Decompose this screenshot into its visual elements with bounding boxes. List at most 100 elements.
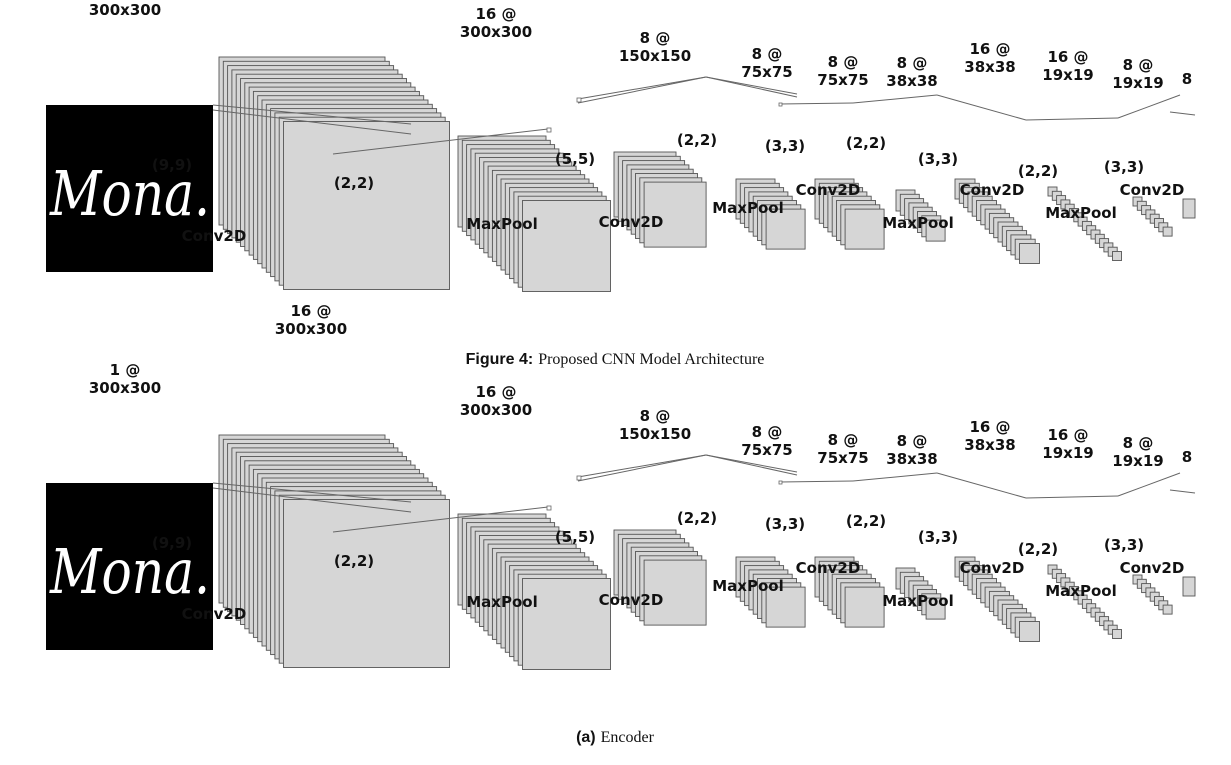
- feature-map: [643, 181, 707, 248]
- kernel-label: (2,2): [1018, 540, 1058, 558]
- layer-channels-label: 8 @: [828, 431, 859, 449]
- feature-map: [1112, 629, 1122, 639]
- layer-channels-label: 16 @: [475, 5, 516, 23]
- layer-channels-label: 16 @: [1047, 48, 1088, 66]
- feature-map-stack: [457, 135, 611, 292]
- layer-size-label: 300x300: [460, 23, 532, 41]
- feature-map: [1162, 604, 1173, 615]
- kernel-connection-line: [332, 128, 549, 155]
- kernel-label: (3,3): [765, 515, 805, 533]
- kernel-label: (5,5): [555, 528, 595, 546]
- feature-map-stack: [218, 434, 450, 668]
- layer-size-label: 38x38: [964, 58, 1015, 76]
- feature-map: [283, 499, 450, 668]
- operation-label: Conv2D: [796, 559, 861, 577]
- kernel-label: (2,2): [1018, 162, 1058, 180]
- feature-map-stack: [735, 556, 806, 628]
- operation-label: MaxPool: [466, 215, 537, 233]
- kernel-connection-line: [577, 454, 707, 482]
- kernel-patch: [546, 127, 552, 133]
- layer-channels-label: 16 @: [290, 302, 331, 320]
- feature-map-stack: [218, 56, 450, 290]
- layer-channels-label: 8 @: [828, 53, 859, 71]
- layer-channels-label: 16 @: [969, 418, 1010, 436]
- caption-label: (a): [576, 729, 596, 746]
- layer-size-label: 150x150: [619, 47, 691, 65]
- feature-map: [643, 559, 707, 626]
- feature-map: [1182, 198, 1196, 219]
- input-image: Mona.: [46, 483, 213, 650]
- layer-channels-label: 1 @: [110, 0, 141, 1]
- layer-size-label: 75x75: [741, 441, 792, 459]
- layer-size-label: 19x19: [1112, 452, 1163, 470]
- feature-map: [522, 200, 611, 292]
- kernel-connection-line: [1025, 495, 1119, 499]
- kernel-connection-line: [705, 454, 798, 476]
- feature-map: [925, 597, 946, 620]
- feature-map-stack: [814, 556, 885, 628]
- input-image: Mona.: [46, 105, 213, 272]
- operation-label: MaxPool: [712, 199, 783, 217]
- feature-map: [283, 121, 450, 290]
- layer-size-label: 75x75: [817, 71, 868, 89]
- kernel-patch: [546, 505, 552, 511]
- kernel-connection-line: [852, 472, 938, 482]
- kernel-connection-line: [852, 94, 938, 104]
- kernel-connection-line: [332, 506, 549, 533]
- layer-size-label: 300x300: [460, 401, 532, 419]
- feature-map-stack: [1132, 196, 1173, 237]
- layer-channels-label: 8 @: [1123, 434, 1154, 452]
- kernel-label: (3,3): [1104, 158, 1144, 176]
- kernel-connection-line: [936, 472, 1027, 499]
- input-image-background: [46, 483, 213, 650]
- kernel-label: (2,2): [334, 552, 374, 570]
- layer-size-label: 300x300: [89, 379, 161, 397]
- feature-map-stack: [457, 513, 611, 670]
- operation-label: Conv2D: [599, 213, 664, 231]
- feature-map-stack: [1132, 574, 1173, 615]
- kernel-connection-line: [212, 487, 412, 513]
- kernel-connection-line: [779, 480, 854, 483]
- layer-size-label: 75x75: [817, 449, 868, 467]
- layer-channels-label: 16 @: [475, 383, 516, 401]
- layer-size-label: 38x38: [886, 72, 937, 90]
- layer-size-label: 75x75: [741, 63, 792, 81]
- feature-map: [844, 208, 885, 250]
- operation-label: Conv2D: [960, 181, 1025, 199]
- feature-map-stack: [954, 178, 1040, 264]
- layer-channels-label: 8: [1182, 70, 1192, 88]
- caption-text: Encoder: [601, 729, 655, 746]
- operation-label: MaxPool: [466, 593, 537, 611]
- feature-map: [1019, 621, 1040, 642]
- figure-caption: (a) Encoder: [576, 729, 655, 746]
- kernel-label: (9,9): [152, 156, 192, 174]
- feature-map-stack: [814, 178, 885, 250]
- feature-map: [765, 586, 806, 628]
- caption-text: Proposed CNN Model Architecture: [538, 351, 764, 368]
- kernel-connection-line: [1169, 489, 1196, 494]
- feature-map-stack: [1047, 564, 1122, 639]
- operation-label: MaxPool: [712, 577, 783, 595]
- operation-label: MaxPool: [1045, 204, 1116, 222]
- kernel-connection-line: [1117, 94, 1181, 119]
- handwritten-signature: Mona.: [49, 157, 210, 230]
- kernel-label: (2,2): [334, 174, 374, 192]
- feature-map-stack: [1047, 186, 1122, 261]
- kernel-label: (2,2): [846, 134, 886, 152]
- figure-caption: Figure 4: Proposed CNN Model Architecture: [466, 351, 765, 368]
- handwritten-signature: Mona.: [49, 535, 210, 608]
- kernel-label: (3,3): [1104, 536, 1144, 554]
- kernel-label: (3,3): [918, 150, 958, 168]
- operation-label: Conv2D: [182, 227, 247, 245]
- operation-label: MaxPool: [1045, 582, 1116, 600]
- operation-label: Conv2D: [1120, 559, 1185, 577]
- layer-channels-label: 8 @: [897, 432, 928, 450]
- layer-channels-label: 8 @: [752, 45, 783, 63]
- operation-label: Conv2D: [796, 181, 861, 199]
- kernel-connection-line: [212, 104, 412, 125]
- feature-map-stack: [954, 556, 1040, 642]
- kernel-label: (2,2): [677, 131, 717, 149]
- feature-map: [765, 208, 806, 250]
- layer-size-label: 19x19: [1112, 74, 1163, 92]
